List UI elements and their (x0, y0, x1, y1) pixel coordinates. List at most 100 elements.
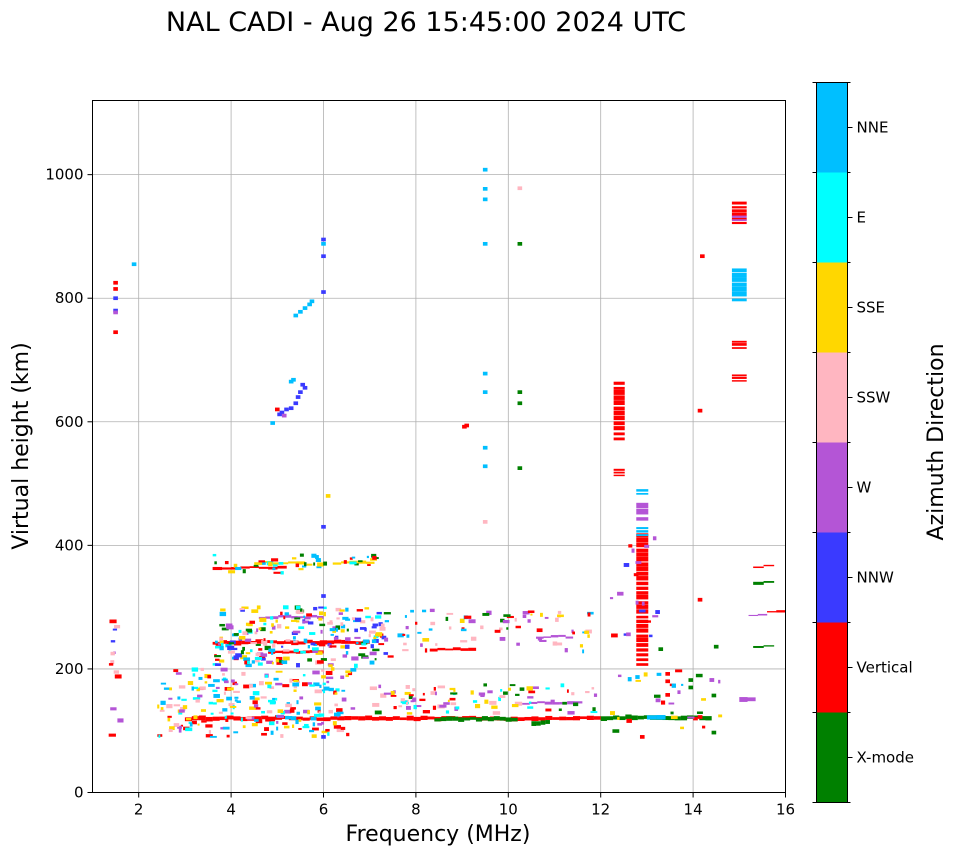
echo-point (700, 254, 705, 259)
trace-segment (413, 716, 421, 722)
echo-point (228, 703, 235, 707)
echo-point (313, 562, 316, 566)
echo-point (283, 616, 286, 620)
echo-point (555, 617, 559, 622)
echo-point (158, 734, 161, 738)
echo-point (593, 693, 598, 697)
echo-point (540, 612, 543, 617)
echo-point (375, 557, 379, 560)
echo-point (311, 734, 317, 738)
echo-point (298, 390, 303, 394)
echo-column-cell (731, 201, 747, 205)
echo-point (390, 690, 395, 696)
echo-point (241, 606, 249, 610)
echo-point (276, 720, 279, 724)
echo-point (459, 618, 465, 623)
echo-point (289, 708, 295, 713)
echo-point (567, 711, 575, 715)
echo-point (335, 627, 338, 632)
echo-point (539, 639, 547, 642)
echo-point (483, 683, 488, 687)
echo-point (279, 410, 285, 415)
echo-point (320, 629, 323, 634)
echo-point (113, 670, 120, 674)
echo-point (309, 684, 315, 687)
trace-segment (249, 566, 260, 568)
x-axis-label: Frequency (MHz) (346, 822, 531, 847)
trace-segment (524, 716, 532, 721)
echo-point (321, 640, 324, 643)
echo-point (482, 464, 488, 469)
trace-segment (437, 647, 446, 651)
trace-segment (558, 634, 566, 637)
echo-point (516, 642, 520, 646)
echo-point (491, 705, 498, 709)
echo-point (445, 710, 450, 714)
trace-segment (550, 635, 559, 638)
echo-point (638, 609, 646, 613)
echo-point (292, 630, 301, 634)
trace-segment (511, 717, 518, 722)
echo-point (274, 407, 280, 412)
trace-segment (268, 716, 276, 722)
echo-point (181, 698, 187, 701)
colorbar-category-label: NNE (857, 119, 889, 137)
echo-point (233, 655, 239, 660)
echo-point (295, 605, 301, 610)
echo-point (282, 722, 288, 725)
echo-point (219, 623, 225, 627)
echo-point (281, 413, 287, 418)
echo-point (413, 704, 417, 710)
echo-point (336, 728, 345, 733)
echo-point (215, 658, 220, 661)
echo-point (280, 734, 284, 738)
echo-point (280, 571, 284, 575)
echo-point (695, 673, 703, 678)
echo-point (233, 731, 239, 734)
trace-segment (291, 616, 298, 619)
echo-point (397, 633, 404, 638)
echo-point (258, 627, 262, 631)
trace-segment (543, 636, 551, 638)
echo-point (167, 715, 172, 718)
trace-segment (355, 641, 363, 645)
echo-point (499, 627, 503, 631)
echo-point (235, 566, 242, 571)
echo-point (290, 716, 297, 721)
echo-point (204, 681, 208, 684)
echo-point (110, 707, 117, 711)
echo-point (235, 653, 242, 658)
echo-point (404, 691, 411, 695)
echo-point (215, 686, 220, 689)
echo-point (384, 637, 389, 642)
trace-segment (240, 716, 248, 722)
echo-column-cell (636, 542, 649, 548)
echo-point (327, 621, 333, 625)
echo-column-cell (636, 663, 649, 666)
echo-point (215, 663, 221, 667)
echo-point (433, 686, 436, 691)
echo-point (670, 715, 678, 720)
echo-point (332, 721, 337, 726)
trace-segment (579, 716, 587, 720)
echo-point (288, 406, 294, 411)
echo-point (307, 682, 312, 685)
echo-point (435, 643, 438, 646)
echo-point (313, 606, 318, 611)
echo-point (610, 711, 615, 715)
echo-column-cell (636, 581, 649, 586)
echo-point (321, 669, 325, 672)
echo-point (227, 645, 235, 651)
echo-column-cell (636, 552, 649, 557)
echo-point (233, 563, 238, 568)
echo-point (290, 707, 296, 710)
echo-column-cell (636, 492, 649, 495)
echo-point (464, 423, 470, 428)
echo-point (515, 693, 520, 696)
echo-point (240, 609, 245, 612)
trace-segment (378, 716, 387, 721)
echo-point (239, 607, 245, 611)
echo-point (345, 670, 352, 674)
echo-point (484, 699, 489, 704)
echo-column-cell (731, 272, 747, 278)
